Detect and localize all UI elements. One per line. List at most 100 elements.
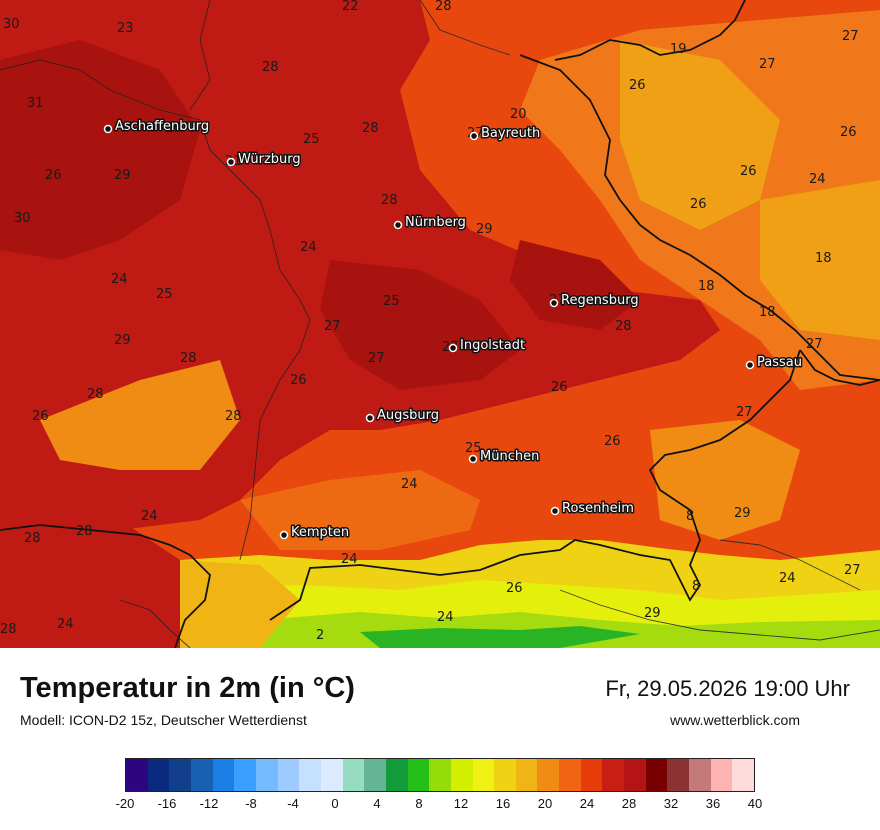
temperature-value: 27 [806,337,823,352]
temperature-value: 24 [809,172,826,187]
city-label: Augsburg [377,408,439,423]
temperature-value: 31 [27,96,44,111]
temperature-value: 30 [3,17,20,32]
legend-tick-label: 16 [495,796,511,811]
temperature-value: 24 [341,552,358,567]
legend-swatch [407,759,430,791]
footer: Temperatur in 2m (in °C) Modell: ICON-D2… [0,648,880,830]
legend-swatch [320,759,343,791]
city-marker: Würzburg [226,151,302,169]
temperature-value: 26 [506,581,523,596]
city-dot [549,298,559,308]
temperature-value: 8 [686,509,694,524]
temperature-value: 28 [87,387,104,402]
temperature-value: 28 [24,531,41,546]
legend-swatch [710,759,733,791]
temperature-value: 24 [141,509,158,524]
temperature-value: 26 [740,164,757,179]
legend-swatch [732,759,755,791]
legend-tick-label: 24 [579,796,595,811]
website-link[interactable]: www.wetterblick.com [670,712,800,728]
legend-tick-label: 40 [747,796,763,811]
city-marker: München [468,448,541,466]
temperature-value: 28 [225,409,242,424]
legend-swatch [429,759,451,791]
temperature-value: 24 [437,610,454,625]
legend-swatch [364,759,386,791]
temperature-value: 19 [670,42,687,57]
legend-tick-label: 0 [331,796,339,811]
city-label: Rosenheim [562,501,634,516]
legend-swatch [689,759,711,791]
temperature-value: 26 [32,409,49,424]
temperature-value: 24 [401,477,418,492]
legend-tick-label: 36 [705,796,721,811]
state-borders [0,0,880,648]
temperature-value: 25 [465,441,482,456]
city-marker: Bayreuth [469,125,542,143]
legend-swatch [234,759,256,791]
city-marker: Regensburg [549,292,640,310]
map-svg: 30 23 22 28 28 19 27 27 31 29 25 28 20 26 26 26 26 29 27 2 1… [0,0,880,648]
legend-swatch [537,759,560,791]
forecast-datetime: Fr, 29.05.2026 19:00 Uhr [605,676,850,701]
temperature-value: 28 [180,351,197,366]
temperature-value: 29 [114,168,131,183]
city-marker: Aschaffenburg [103,118,211,136]
legend-tick-label: -20 [115,796,135,811]
city-marker: Ingolstadt [448,337,527,355]
legend-swatch [299,759,321,791]
legend-swatch [645,759,668,791]
legend-swatch [169,759,191,791]
legend-swatch [385,759,408,791]
city-label: Würzburg [238,152,301,167]
city-label: Aschaffenburg [115,119,209,134]
temperature-value: 28 [362,121,379,136]
temperature-value: 29 [114,333,131,348]
city-label: Bayreuth [481,126,540,141]
city-dot [279,530,289,540]
city-dot [393,220,403,230]
alpine-zones [180,540,880,648]
temperature-value: 25 [303,132,320,147]
city-dot [745,360,755,370]
legend-swatch [624,759,646,791]
temperature-value: 20 [510,107,527,122]
legend-tick-label: -12 [199,796,219,811]
temperature-value: 29 [734,506,751,521]
temperature-value: 24 [111,272,128,287]
temperature-value: 25 [156,287,173,302]
legend-swatch [515,759,538,791]
legend-tick-label: -16 [157,796,177,811]
temperature-value: 28 [435,0,452,14]
city-marker: Passau [745,354,803,372]
temperature-value: 26 [690,197,707,212]
city-label: Ingolstadt [460,338,525,353]
temperature-value: 18 [698,279,715,294]
legend-tick-label: -4 [287,796,299,811]
temperature-labels: 30 23 22 28 28 19 27 27 31 29 25 28 20 26 26 26 26 29 27 2 1… [0,0,861,643]
city-dot [226,157,236,167]
temperature-value: 29 [644,606,661,621]
legend-swatch [147,759,170,791]
legend-tick-label: 28 [621,796,637,811]
temperature-value: 30 [14,211,31,226]
temperature-value: 28 [76,524,93,539]
legend-swatch [580,759,603,791]
city-label: München [480,449,539,464]
legend-swatch [559,759,581,791]
model-info: Modell: ICON-D2 15z, Deutscher Wetterdie… [20,712,307,728]
temperature-value: 27 [842,29,859,44]
city-marker: Augsburg [365,407,441,425]
city-label: Regensburg [561,293,639,308]
legend-swatch [190,759,213,791]
temperature-value: 28 [381,193,398,208]
city-label: Nürnberg [405,215,466,230]
legend-swatch [342,759,365,791]
city-dot [468,454,478,464]
legend-tick-label: 20 [537,796,553,811]
temperature-value: 26 [290,373,307,388]
legend-tick-label: -8 [245,796,257,811]
legend-swatch [126,759,148,791]
temperature-value: 29 [165,121,182,136]
